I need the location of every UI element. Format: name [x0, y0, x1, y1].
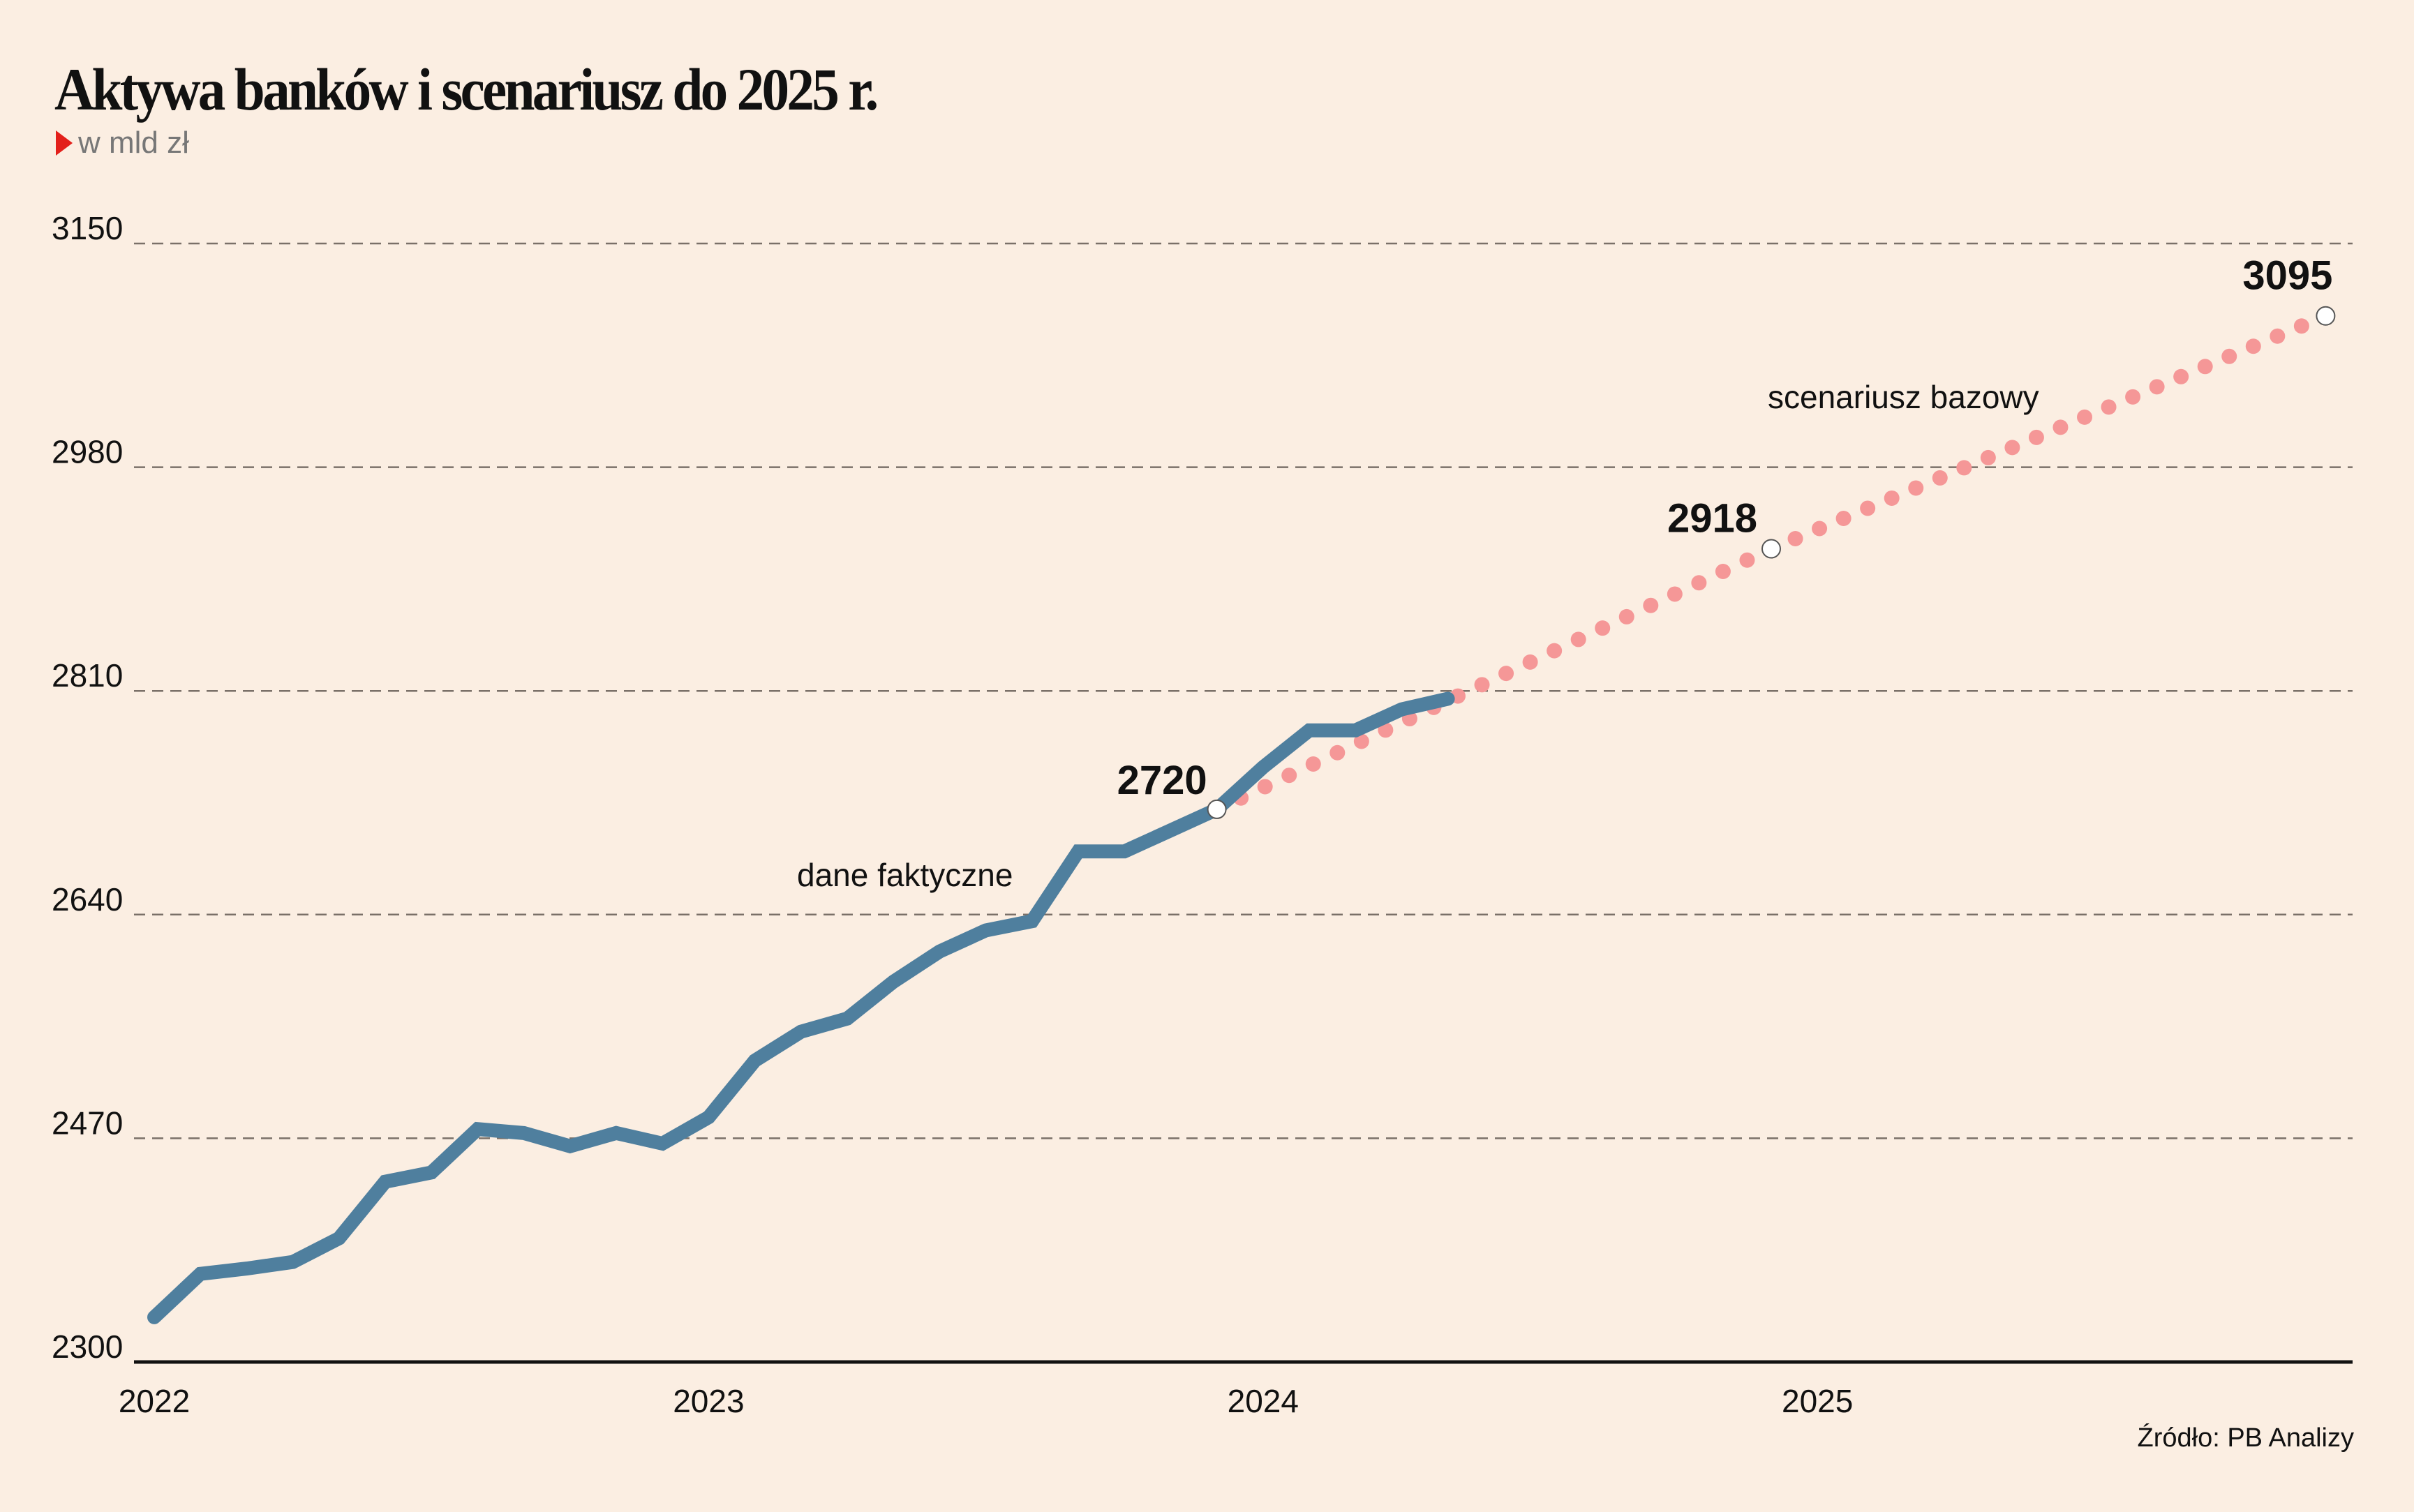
scenario-dot	[1305, 756, 1321, 772]
scenario-dot	[1691, 575, 1707, 591]
scenario-dot	[1956, 460, 1972, 476]
y-tick-label: 2980	[52, 434, 123, 470]
scenario-dot	[1329, 744, 1346, 761]
scenario-dot	[2077, 409, 2093, 425]
scenario-dot	[1812, 521, 1828, 537]
scenario-dot	[2125, 389, 2141, 405]
scenario-dot	[2149, 379, 2165, 395]
scenario-dot	[1498, 666, 1514, 682]
value-label: 2720	[1117, 758, 1207, 803]
series-group	[147, 318, 2309, 1324]
scenario-dot	[1908, 480, 1924, 496]
scenario-dot	[1353, 733, 1369, 749]
scenario-dot	[1547, 643, 1563, 659]
x-tick-label: 2025	[1782, 1383, 1853, 1419]
triangle-marker-icon	[56, 130, 73, 156]
y-tick-label: 2640	[52, 881, 123, 918]
scenario-dot	[1643, 597, 1659, 613]
scenario-dot	[1787, 531, 1803, 547]
x-axis-ticks: 2022 2023 2024 2025	[119, 1383, 1854, 1419]
y-axis-ticks: 2300 2470 2640 2810 2980 3150	[52, 210, 123, 1365]
value-marker-circle	[1761, 539, 1781, 559]
scenario-dot	[1835, 510, 1852, 526]
scenario-dot	[2270, 328, 2286, 344]
scenario-dot	[1884, 490, 1900, 506]
scenario-dot	[2173, 368, 2189, 384]
x-tick-label: 2023	[673, 1383, 744, 1419]
scenario-dot	[2052, 419, 2069, 435]
scenario-dot	[1522, 654, 1538, 670]
scenario-dot	[1980, 449, 1996, 465]
x-tick-label: 2022	[119, 1383, 190, 1419]
x-tick-label: 2024	[1228, 1383, 1299, 1419]
scenario-dot	[2028, 429, 2044, 445]
scenario-dot	[2245, 338, 2261, 354]
y-tick-label: 2470	[52, 1105, 123, 1141]
value-label: 2918	[1667, 496, 1757, 541]
scenario-dot	[2197, 359, 2213, 375]
value-label: 3095	[2242, 253, 2332, 299]
chart-title: Aktywa banków i scenariusz do 2025 r.	[54, 56, 879, 123]
scenario-dot	[1715, 563, 1731, 579]
scenario-dot	[1618, 608, 1634, 624]
scenario-dot	[1860, 500, 1876, 516]
source-note: Źródło: PB Analizy	[2137, 1423, 2354, 1453]
scenario-dot	[1595, 620, 1611, 636]
scenario-dot	[1474, 677, 1490, 693]
chart-subtitle: w mld zł	[56, 126, 189, 160]
annotations-group: 2720 2918 3095 dane faktyczne scenariusz baz…	[797, 253, 2336, 893]
scenario-dot	[1570, 631, 1586, 648]
series-label-actual: dane faktyczne	[797, 857, 1013, 893]
scenario-dot	[1281, 768, 1297, 784]
scenario-dot	[1257, 779, 1273, 795]
y-tick-label: 3150	[52, 210, 123, 246]
scenario-dot	[1739, 552, 1755, 568]
actual-data-line	[147, 691, 1455, 1324]
scenario-dot	[2101, 399, 2117, 415]
scenario-dot	[1378, 722, 1394, 738]
gridlines	[134, 242, 2353, 1139]
scenario-dot	[2293, 318, 2309, 334]
value-marker-circle	[2316, 306, 2336, 326]
value-marker-circle	[1207, 799, 1227, 819]
scenario-dot	[2221, 348, 2237, 364]
y-tick-label: 2300	[52, 1328, 123, 1365]
series-label-scenario: scenariusz bazowy	[1768, 379, 2039, 415]
scenario-dot	[1667, 586, 1683, 602]
scenario-dot	[1932, 470, 1948, 486]
y-tick-label: 2810	[52, 657, 123, 694]
unit-label: w mld zł	[78, 126, 189, 160]
scenario-dot	[2004, 440, 2020, 456]
